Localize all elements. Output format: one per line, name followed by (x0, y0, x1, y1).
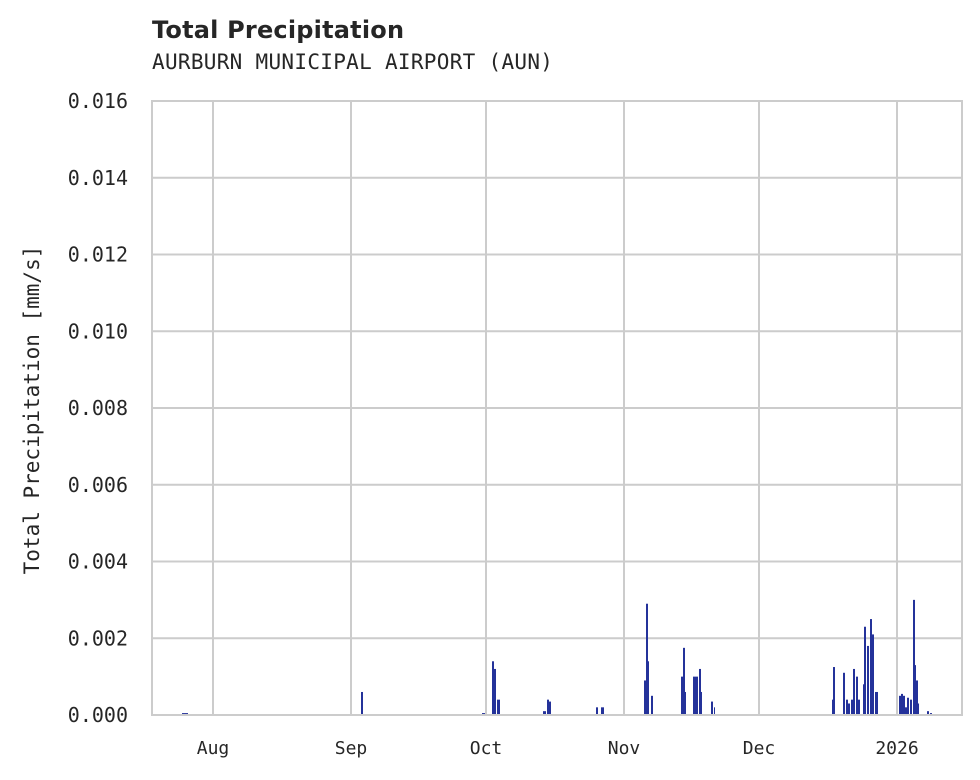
precip-bar (494, 668, 496, 715)
precip-bar (699, 668, 701, 715)
y-tick-label: 0.006 (68, 473, 128, 497)
y-axis-label: Total Precipitation [mm/s] (20, 246, 44, 575)
precip-bar (361, 691, 363, 715)
chart-title: Total Precipitation (152, 16, 405, 44)
plot-frame (151, 100, 963, 716)
precip-bar (547, 699, 549, 715)
precip-bar (693, 676, 696, 715)
precip-bar (543, 711, 546, 715)
precip-bar (681, 676, 683, 715)
precip-bar (497, 699, 500, 715)
precip-bar (714, 707, 715, 715)
precip-bar (899, 695, 901, 715)
precip-bar (870, 619, 872, 715)
precipitation-bars (182, 599, 932, 715)
precip-bar (601, 707, 604, 715)
y-tick-label: 0.000 (68, 703, 128, 727)
precip-bar (846, 699, 848, 715)
x-tick-label: Aug (197, 738, 230, 759)
precip-bar (907, 697, 909, 715)
precip-bar (867, 645, 869, 715)
y-tick-label: 0.012 (68, 243, 128, 267)
precip-bar (915, 665, 916, 715)
precip-bar (492, 661, 494, 715)
y-tick-label: 0.002 (68, 626, 128, 650)
y-tick-label: 0.008 (68, 396, 128, 420)
precip-bar (901, 693, 903, 715)
precip-bar (651, 695, 653, 715)
precip-bar (916, 680, 918, 715)
x-axis-ticks: Aug Sep Oct Nov Dec 2026 (197, 738, 919, 759)
precip-bar (903, 695, 905, 715)
x-tick-label: Dec (743, 738, 776, 759)
precip-bar (913, 599, 915, 715)
y-tick-label: 0.010 (68, 319, 128, 343)
y-axis-ticks: 0.000 0.002 0.004 0.006 0.008 0.010 0.012 0.014… (68, 89, 128, 727)
precip-bar (701, 691, 702, 715)
precip-bar (875, 691, 878, 715)
precip-bar (927, 711, 929, 715)
precip-bar (858, 699, 860, 715)
precip-bar (646, 603, 648, 715)
y-tick-label: 0.016 (68, 89, 128, 113)
y-tick-label: 0.014 (68, 166, 128, 190)
precip-bar (872, 634, 874, 715)
precip-bar (683, 647, 685, 715)
precip-bar (832, 699, 833, 715)
precip-bar (856, 676, 858, 715)
precip-bar (853, 668, 855, 715)
precip-bar (851, 699, 853, 715)
precip-bar (905, 707, 907, 715)
x-tick-label: 2026 (875, 738, 918, 759)
precip-bar (918, 703, 919, 715)
precip-bar (843, 672, 845, 715)
precip-bar (685, 691, 686, 715)
precip-bar (910, 699, 912, 715)
x-tick-label: Nov (608, 738, 641, 759)
precip-bar (596, 707, 598, 715)
y-tick-label: 0.004 (68, 550, 128, 574)
precip-bar (549, 701, 551, 715)
precip-bar (833, 667, 835, 715)
precip-bar (711, 701, 713, 715)
x-tick-label: Oct (470, 738, 503, 759)
precip-bar (696, 676, 698, 715)
x-tick-label: Sep (335, 738, 368, 759)
precip-bar (848, 703, 850, 715)
gridlines (152, 100, 962, 716)
precip-bar (644, 680, 646, 715)
precip-bar (648, 661, 649, 715)
precip-bar (864, 626, 866, 715)
precip-bar (863, 684, 864, 715)
chart-subtitle: AURBURN MUNICIPAL AIRPORT (AUN) (152, 50, 554, 74)
